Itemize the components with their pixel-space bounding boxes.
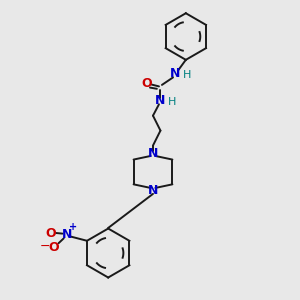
Text: N: N xyxy=(170,68,181,80)
Text: N: N xyxy=(148,147,158,160)
Text: O: O xyxy=(48,241,58,254)
Text: H: H xyxy=(183,70,191,80)
Text: H: H xyxy=(168,97,176,107)
Text: −: − xyxy=(40,240,50,253)
Text: N: N xyxy=(148,184,158,197)
Text: O: O xyxy=(141,77,152,90)
Text: O: O xyxy=(45,227,56,240)
Text: N: N xyxy=(61,228,72,241)
Text: +: + xyxy=(69,222,77,232)
Text: N: N xyxy=(155,94,166,107)
